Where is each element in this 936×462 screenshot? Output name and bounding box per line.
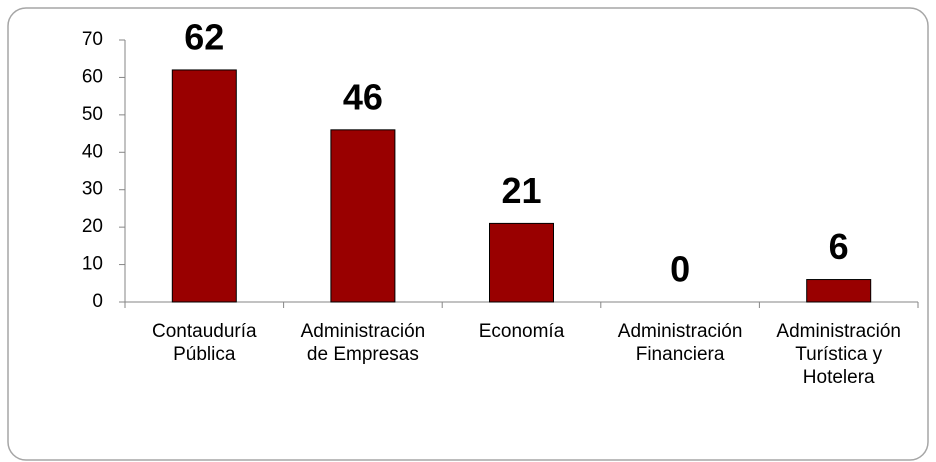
data-label: 62 <box>184 16 224 57</box>
x-tick-label: Administración Financiera <box>618 321 743 365</box>
data-label: 46 <box>343 76 383 117</box>
data-label: 21 <box>501 170 541 211</box>
y-tick-label: 30 <box>82 179 103 200</box>
data-label: 0 <box>670 249 690 290</box>
bar <box>489 222 554 303</box>
y-tick-label: 70 <box>82 29 103 50</box>
y-tick-label: 40 <box>82 141 103 162</box>
bar <box>806 279 872 303</box>
bar <box>330 129 396 303</box>
x-tick-label: Administración de Empresas <box>301 321 426 365</box>
y-tick-label: 20 <box>82 216 103 237</box>
x-tick-label: Economía <box>479 321 565 342</box>
y-tick-label: 0 <box>92 291 103 312</box>
chart-frame <box>7 7 929 461</box>
data-label: 6 <box>829 226 849 267</box>
x-tick-label: Contauduría Pública <box>152 321 257 365</box>
y-tick-label: 50 <box>82 104 103 125</box>
x-tick-label: Administración Turística y Hotelera <box>776 321 901 388</box>
bar <box>171 69 237 303</box>
y-tick-label: 60 <box>82 66 103 87</box>
y-tick-label: 10 <box>82 254 103 275</box>
